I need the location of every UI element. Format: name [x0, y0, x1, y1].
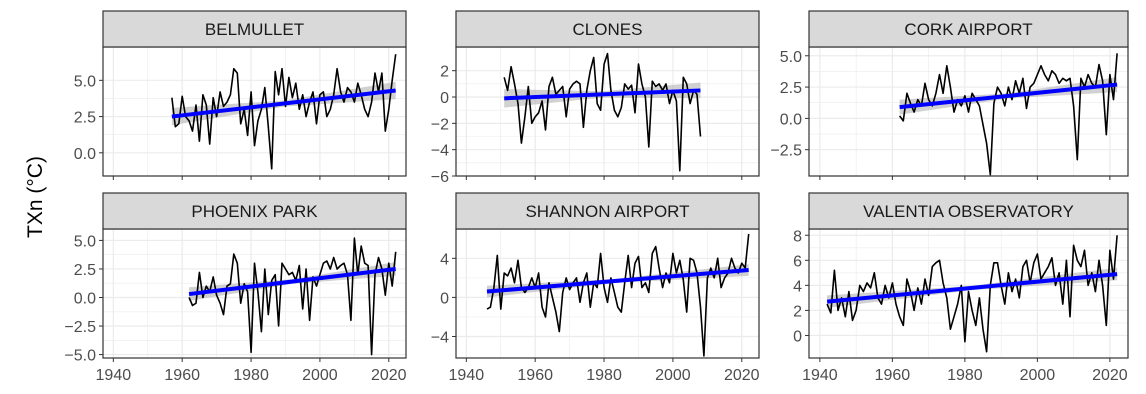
series-line: [898, 53, 1118, 176]
x-tick-label: 1980: [586, 367, 622, 384]
x-tick-label: 1960: [875, 367, 911, 384]
facet-title: PHOENIX PARK: [191, 202, 318, 221]
y-tick-label: 4: [793, 278, 802, 295]
x-tick-label: 2000: [302, 367, 338, 384]
y-tick-label: 0.0: [74, 290, 96, 307]
y-tick-label: 5.0: [74, 73, 96, 90]
series-line: [826, 235, 1118, 353]
x-tick-label: 1940: [802, 367, 838, 384]
trend-line: [188, 266, 396, 297]
y-tick-label: 0: [440, 290, 449, 307]
trend-line: [899, 82, 1118, 110]
y-tick-label: −2: [431, 116, 449, 133]
y-tick-label: 2.5: [74, 262, 96, 279]
panel-background: [103, 47, 406, 176]
facet-strip: [455, 192, 760, 230]
series-line: [171, 54, 397, 170]
x-tick-label: 2020: [371, 367, 407, 384]
facet-panel: PHOENIX PARK −5.0 −2.5 0.0 2.5 5.0 1940 1960 198…: [64, 192, 407, 384]
facet-title: CORK AIRPORT: [904, 20, 1032, 39]
y-tick-label: 0: [440, 90, 449, 107]
facet-title: SHANNON AIRPORT: [525, 202, 689, 221]
facet-title: VALENTIA OBSERVATORY: [863, 202, 1074, 221]
x-tick-label: 1960: [517, 367, 553, 384]
facet-title: CLONES: [573, 20, 643, 39]
y-tick-label: −2.5: [770, 143, 802, 160]
trend-line: [826, 272, 1118, 304]
facet-panel: CLONES −6 −4 −2 0 2: [431, 10, 760, 186]
y-tick-label: 5.0: [780, 49, 802, 66]
y-tick-label: −4: [431, 143, 449, 160]
y-tick-label: 2: [440, 64, 449, 81]
y-tick-label: 6: [793, 253, 802, 270]
y-tick-label: 0.0: [780, 111, 802, 128]
x-tick-label: 2020: [1092, 367, 1128, 384]
x-tick-label: 1980: [947, 367, 983, 384]
panel-background: [456, 47, 759, 176]
facet-strip: [102, 10, 407, 48]
facet-title: BELMULLET: [205, 20, 304, 39]
x-tick-label: 1940: [96, 367, 132, 384]
trend-line: [504, 88, 701, 101]
facet-strip: [455, 10, 760, 48]
x-tick-label: 1940: [449, 367, 485, 384]
x-tick-label: 2000: [655, 367, 691, 384]
facet-panel: BELMULLET 0.0 2.5 5.0: [74, 10, 407, 180]
x-tick-label: 2020: [724, 367, 760, 384]
y-tick-label: 2.5: [780, 80, 802, 97]
y-tick-label: 2: [793, 303, 802, 320]
y-tick-label: 5.0: [74, 233, 96, 250]
y-tick-label: 0.0: [74, 146, 96, 163]
x-tick-label: 2000: [1020, 367, 1056, 384]
facet-strip: [102, 192, 407, 230]
series-line: [188, 237, 397, 356]
facet-panel: CORK AIRPORT −2.5 0.0 2.5 5.0: [770, 10, 1129, 180]
facet-strip: [808, 10, 1129, 48]
y-tick-label: −4: [431, 330, 449, 347]
y-tick-label: −5.0: [64, 348, 96, 365]
series-line: [486, 233, 750, 357]
y-tick-label: 8: [793, 228, 802, 245]
y-tick-label: −2.5: [64, 319, 96, 336]
y-tick-label: 4: [440, 251, 449, 268]
x-tick-label: 1960: [164, 367, 200, 384]
y-tick-label: 0: [793, 328, 802, 345]
facet-panel: VALENTIA OBSERVATORY 0 2 4 6 8 1940 1960 1980 200…: [793, 192, 1129, 384]
facet-panel: SHANNON AIRPORT −4 0 4 1940 1960 1980 2000 2020: [431, 192, 760, 384]
trend-line: [486, 268, 749, 294]
trend-line: [171, 88, 396, 119]
x-tick-label: 1980: [233, 367, 269, 384]
y-axis-label: TXn (°C): [24, 156, 47, 238]
y-tick-label: 2.5: [74, 110, 96, 127]
facet-strip: [808, 192, 1129, 230]
y-tick-label: −6: [431, 169, 449, 186]
